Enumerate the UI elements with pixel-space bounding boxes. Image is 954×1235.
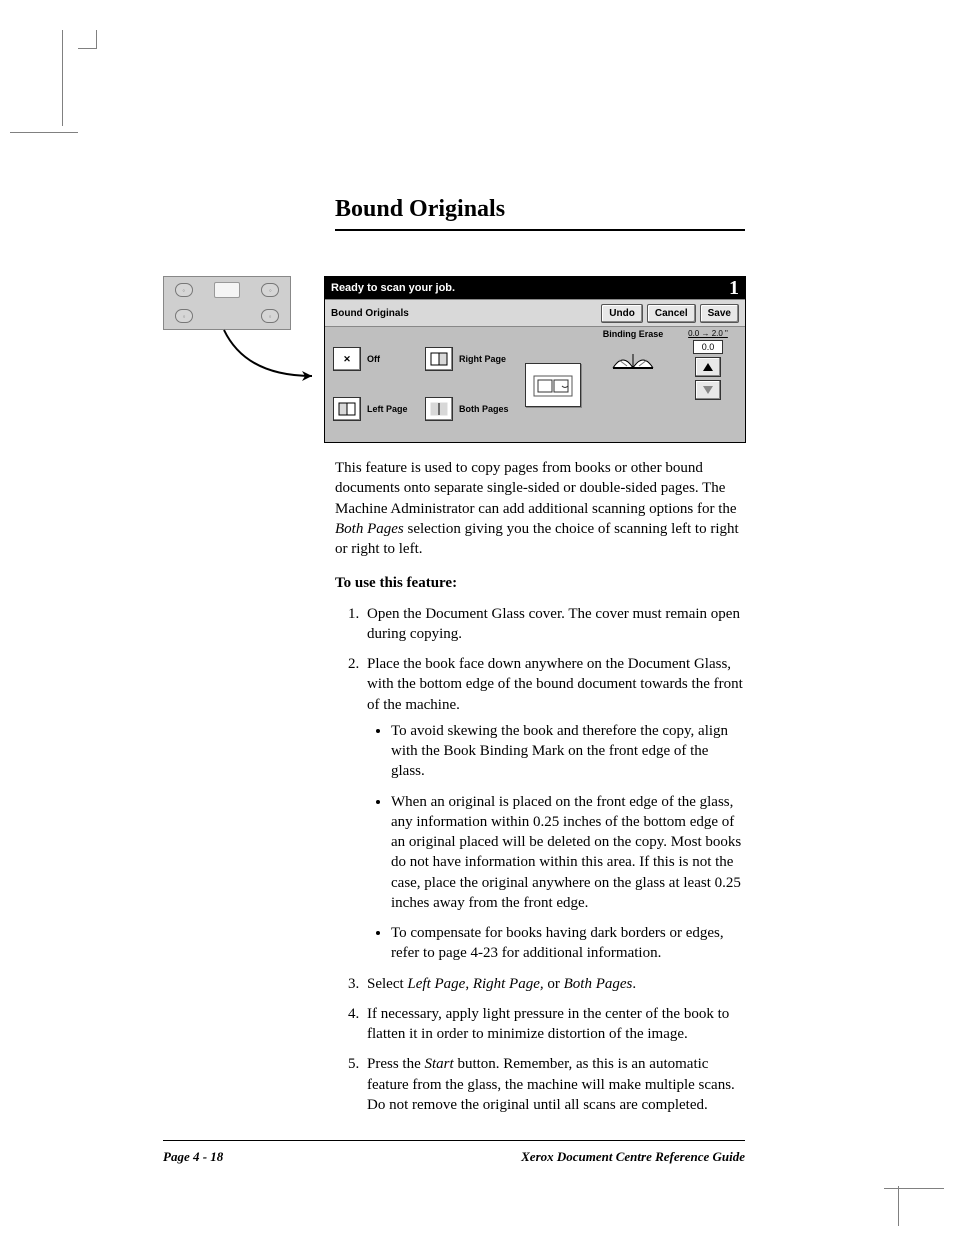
text: Select — [367, 976, 407, 992]
option-label: Off — [367, 354, 380, 364]
option-off[interactable]: ✕ Off — [333, 337, 419, 381]
option-label: Both Pages — [459, 404, 509, 414]
touchscreen-screenshot: Ready to scan your job. 1 Bound Original… — [324, 276, 746, 443]
spinner-value: 0.0 — [693, 340, 723, 354]
text-italic: Both Pages — [564, 976, 633, 992]
text-italic: Start — [425, 1056, 454, 1072]
text: . — [632, 976, 636, 992]
intro-paragraph: This feature is used to copy pages from … — [335, 458, 745, 559]
substeps-list: To avoid skewing the book and therefore … — [367, 721, 745, 964]
step-item: Place the book face down anywhere on the… — [363, 654, 745, 964]
text: Place the book face down anywhere on the… — [367, 656, 743, 713]
substep-item: To compensate for books having dark bord… — [391, 923, 745, 964]
step-item: If necessary, apply light pressure in th… — [363, 1004, 745, 1045]
text-italic: Both Pages — [335, 521, 404, 537]
undo-button[interactable]: Undo — [601, 304, 643, 323]
device-panel-thumbnail: ◦◦ ◦◦ — [163, 276, 291, 330]
text: Press the — [367, 1056, 425, 1072]
body-text: This feature is used to copy pages from … — [335, 458, 745, 1125]
text: or — [544, 976, 564, 992]
crop-mark — [10, 114, 78, 133]
text-italic: Right Page, — [473, 976, 544, 992]
text: , — [465, 976, 473, 992]
left-page-icon — [333, 397, 361, 421]
both-pages-icon — [425, 397, 453, 421]
preview-pane — [525, 363, 581, 407]
right-page-icon — [425, 347, 453, 371]
crop-mark — [880, 1186, 899, 1226]
substep-item: When an original is placed on the front … — [391, 792, 745, 914]
option-both-pages[interactable]: Both Pages — [425, 387, 511, 431]
option-label: Left Page — [367, 404, 408, 414]
step-item: Select Left Page, Right Page, or Both Pa… — [363, 974, 745, 994]
text-italic: Left Page — [407, 976, 465, 992]
binding-erase-label: Binding Erase — [597, 329, 669, 339]
option-right-page[interactable]: Right Page — [425, 337, 511, 381]
crop-mark — [10, 30, 63, 126]
subheading: To use this feature: — [335, 573, 745, 593]
page-number: Page 4 - 18 — [163, 1149, 223, 1165]
substep-item: To avoid skewing the book and therefore … — [391, 721, 745, 782]
status-text: Ready to scan your job. — [331, 282, 455, 294]
job-counter: 1 — [729, 277, 739, 300]
step-item: Press the Start button. Remember, as thi… — [363, 1054, 745, 1115]
spinner-up-button[interactable] — [695, 357, 721, 377]
text: This feature is used to copy pages from … — [335, 460, 737, 517]
option-left-page[interactable]: Left Page — [333, 387, 419, 431]
steps-list: Open the Document Glass cover. The cover… — [335, 604, 745, 1116]
book-icon — [611, 345, 655, 375]
page-footer: Page 4 - 18 Xerox Document Centre Refere… — [163, 1140, 745, 1165]
crop-mark — [78, 30, 97, 49]
off-icon: ✕ — [333, 347, 361, 371]
step-item: Open the Document Glass cover. The cover… — [363, 604, 745, 645]
option-label: Right Page — [459, 354, 506, 364]
panel-title: Bound Originals — [331, 308, 409, 319]
arrow-icon — [216, 328, 326, 388]
cancel-button[interactable]: Cancel — [647, 304, 696, 323]
section-heading: Bound Originals — [335, 196, 745, 231]
spinner-range: 0.0 → 2.0 " — [677, 329, 739, 338]
save-button[interactable]: Save — [700, 304, 739, 323]
spinner-down-button[interactable] — [695, 380, 721, 400]
guide-title: Xerox Document Centre Reference Guide — [521, 1149, 745, 1165]
